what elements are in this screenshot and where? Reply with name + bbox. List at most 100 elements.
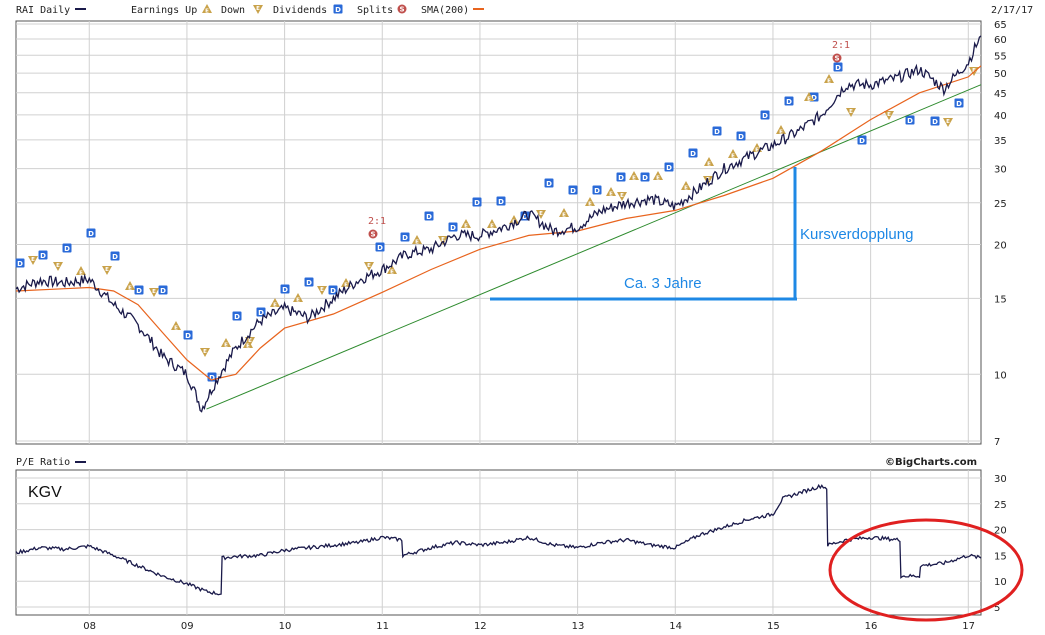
earnings-down-marker: E xyxy=(943,118,953,127)
earnings-marker-glyph: E xyxy=(464,224,468,230)
earnings-up-marker: E xyxy=(681,181,691,192)
pe-panel: 5 10 15 20 25 30 KGV xyxy=(15,469,1024,622)
dividend-marker-box xyxy=(15,258,25,268)
earnings-down-marker: E xyxy=(884,111,894,120)
pe-y-tick-label: 20 xyxy=(994,526,1007,537)
earnings-marker-glyph: E xyxy=(620,193,624,199)
earnings-up-marker: E xyxy=(461,219,471,230)
earnings-down-marker: E xyxy=(245,337,255,346)
dividend-marker-box xyxy=(568,185,578,195)
dividend-marker-box xyxy=(496,196,506,206)
dividend-marker-glyph: D xyxy=(907,117,913,125)
earnings-marker-shape xyxy=(804,92,814,101)
x-tick-label: 13 xyxy=(572,621,585,632)
earnings-marker-shape xyxy=(606,187,616,196)
price-panel-frame xyxy=(15,20,982,445)
dividend-marker-glyph: D xyxy=(570,187,576,195)
price-y-tick-label: 25 xyxy=(994,199,1007,210)
earnings-down-marker: E xyxy=(200,348,210,357)
dividend-marker-box xyxy=(328,285,338,295)
earnings-marker-glyph: E xyxy=(731,154,735,160)
dividend-marker: D xyxy=(472,197,482,207)
dividend-marker-box xyxy=(304,277,314,287)
dividend-marker: D xyxy=(110,251,120,261)
earnings-up-marker: E xyxy=(776,125,786,136)
earnings-marker-shape xyxy=(364,262,374,271)
dividend-marker: D xyxy=(62,243,72,253)
dividend-marker-glyph: D xyxy=(835,64,841,72)
price-y-tick-label: 45 xyxy=(994,89,1007,100)
earnings-marker-glyph: E xyxy=(415,240,419,246)
dividend-marker-box xyxy=(544,178,554,188)
dividend-marker-box xyxy=(424,211,434,221)
dividend-marker-box xyxy=(736,131,746,141)
dividend-marker-box xyxy=(688,148,698,158)
dividend-marker-glyph: D xyxy=(474,199,480,207)
earnings-up-marker: E xyxy=(824,74,834,85)
legend-splits: Splits xyxy=(357,5,393,16)
x-tick-label: 14 xyxy=(669,621,682,632)
earnings-marker-shape xyxy=(704,157,714,166)
pe-y-axis: 5 10 15 20 25 30 xyxy=(994,474,1007,614)
earnings-marker-shape xyxy=(776,125,786,134)
dividend-marker-glyph: D xyxy=(258,309,264,317)
earnings-marker-shape xyxy=(341,278,351,287)
earnings-marker-shape xyxy=(245,337,255,346)
earnings-up-marker: E xyxy=(585,197,595,208)
split-marker-circle xyxy=(832,53,842,63)
dividend-marker-box xyxy=(400,232,410,242)
earnings-marker-glyph: E xyxy=(887,112,891,118)
earnings-marker-glyph: E xyxy=(807,97,811,103)
pe-swatch xyxy=(75,461,86,463)
split-icon-shape: S xyxy=(397,4,407,14)
earnings-up-marker: E xyxy=(487,219,497,230)
earnings-marker-glyph: E xyxy=(684,186,688,192)
earnings-marker-shape xyxy=(461,219,471,228)
dividend-marker: D xyxy=(736,131,746,141)
dividend-marker-glyph: D xyxy=(64,245,70,253)
earnings-marker-glyph: E xyxy=(656,176,660,182)
dividend-marker: D xyxy=(15,258,25,268)
price-y-tick-label: 20 xyxy=(994,241,1007,252)
price-y-tick-label: 55 xyxy=(994,51,1007,62)
price-y-tick-label: 60 xyxy=(994,35,1007,46)
dividend-marker-box xyxy=(38,250,48,260)
earnings-up-marker: E xyxy=(387,265,397,276)
earnings-marker-glyph: E xyxy=(344,283,348,289)
split-marker-glyph: S xyxy=(370,231,375,239)
earnings-up-marker: E xyxy=(125,281,135,292)
earnings-marker-glyph: E xyxy=(79,271,83,277)
dividend-marker-box xyxy=(857,135,867,145)
x-tick-label: 11 xyxy=(376,621,389,632)
dividend-marker-box xyxy=(833,62,843,72)
kgv-label: KGV xyxy=(28,484,62,501)
dividend-marker-box xyxy=(905,115,915,125)
legend-sma: SMA(200) xyxy=(421,5,469,16)
dividend-marker-glyph: D xyxy=(666,164,672,172)
pe-y-tick-label: 10 xyxy=(994,577,1007,588)
earnings-down-marker: E xyxy=(536,210,546,219)
dividend-marker: D xyxy=(784,96,794,106)
dividend-marker-glyph: D xyxy=(642,174,648,182)
dividend-icon: D xyxy=(333,4,343,14)
price-y-axis: 7 10 15 20 25 30 35 40 45 50 55 60 65 xyxy=(994,20,1007,448)
dividend-marker-glyph: D xyxy=(136,287,142,295)
legend-down: Down xyxy=(221,5,245,16)
earnings-marker-glyph: E xyxy=(174,326,178,332)
earnings-down-marker: E xyxy=(317,286,327,295)
dividend-marker: D xyxy=(400,232,410,242)
price-y-tick-label: 50 xyxy=(994,69,1007,80)
dividend-marker-glyph: D xyxy=(859,137,865,145)
dividend-marker-glyph: D xyxy=(932,118,938,126)
chart-date: 2/17/17 xyxy=(991,5,1033,16)
dividend-marker-glyph: D xyxy=(811,94,817,102)
years-annotation: Ca. 3 Jahre xyxy=(624,275,702,292)
legend-dividends: Dividends xyxy=(273,5,327,16)
dividend-marker-glyph: D xyxy=(40,252,46,260)
dividend-marker-box xyxy=(158,285,168,295)
earnings-up-marker: E xyxy=(629,171,639,182)
pe-y-tick-label: 25 xyxy=(994,500,1007,511)
dividend-marker: D xyxy=(134,285,144,295)
earnings-down-marker: E xyxy=(149,288,159,297)
